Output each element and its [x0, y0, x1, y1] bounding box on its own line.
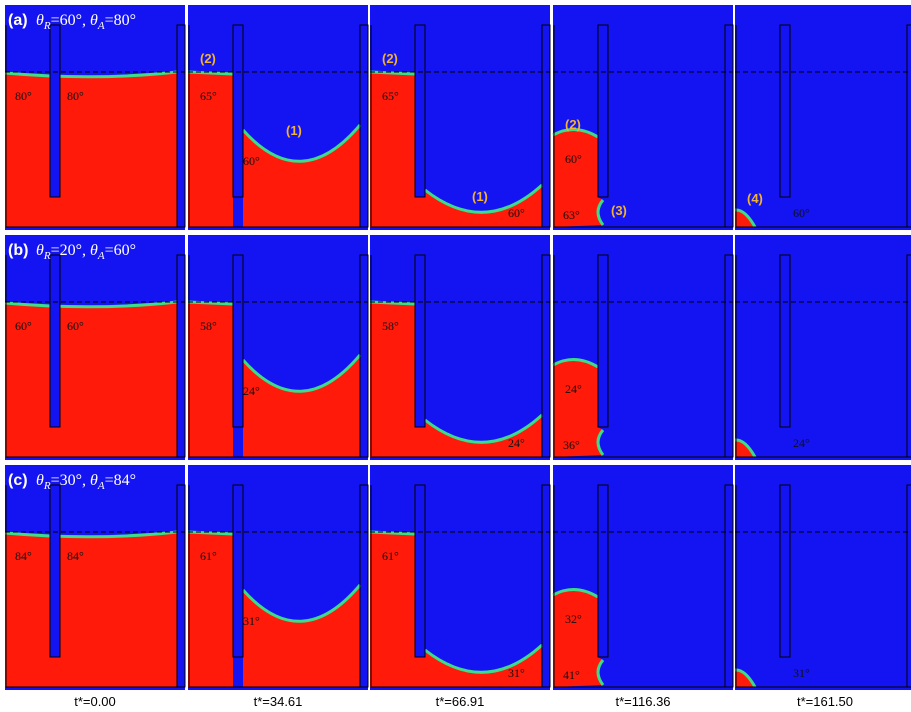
row-label: (c) [8, 472, 28, 489]
panel: 31° [735, 465, 911, 690]
panel: 61° 31° [188, 465, 368, 690]
panel: 84° 84° [5, 465, 185, 690]
angle-label: 58° [200, 319, 217, 333]
symbol: θ [90, 472, 98, 489]
value: =60° [105, 242, 136, 259]
panel: 60° 63° (2) (3) [553, 5, 733, 230]
angle-label: 41° [563, 668, 580, 682]
row-label: (a) [8, 12, 28, 29]
time-label: t*=161.50 [797, 694, 853, 709]
region-marker: (3) [611, 203, 627, 218]
value: =20°, [51, 242, 90, 259]
angle-label: 60° [565, 152, 582, 166]
angle-label: 80° [67, 89, 84, 103]
angle-label: 65° [200, 89, 217, 103]
plate [233, 485, 243, 657]
panel: 65° 60° (2) (1) [188, 5, 368, 230]
plate [50, 485, 60, 657]
angle-label: 63° [563, 208, 580, 222]
plate [780, 485, 790, 657]
angle-label: 80° [15, 89, 32, 103]
region-marker: (2) [200, 51, 216, 66]
interface [370, 532, 415, 534]
angle-label: 24° [508, 436, 525, 450]
panel: 32° 41° [553, 465, 733, 690]
region-marker: (4) [747, 191, 763, 206]
angle-label: 60° [793, 206, 810, 220]
region-marker: (1) [286, 123, 302, 138]
angle-label: 60° [243, 154, 260, 168]
angle-label: 60° [15, 319, 32, 333]
panel: 60° (4) [735, 5, 911, 230]
region-marker: (2) [565, 117, 581, 132]
angle-label: 65° [382, 89, 399, 103]
symbol: θ [90, 12, 98, 29]
angle-label: 31° [508, 666, 525, 680]
panel: 80° 80° [5, 5, 185, 230]
plate [233, 255, 243, 427]
region-marker: (2) [382, 51, 398, 66]
figure: 80° 80° 65° 60° (2) (1) 65° 60° (2) (1) 60° 63° (2) (… [0, 0, 911, 712]
angle-label: 31° [793, 666, 810, 680]
value: =80° [105, 12, 136, 29]
symbol: θ [90, 242, 98, 259]
plate [233, 25, 243, 197]
angle-label: 60° [67, 319, 84, 333]
angle-label: 24° [565, 382, 582, 396]
panel: 24° [735, 235, 911, 460]
plate [415, 255, 425, 427]
plate [598, 25, 608, 197]
panel: 24° 36° [553, 235, 733, 460]
symbol: θ [36, 472, 44, 489]
row-label: (b) [8, 242, 28, 259]
panel: 65° 60° (2) (1) [370, 5, 550, 230]
interface [370, 72, 415, 74]
angle-label: 24° [243, 384, 260, 398]
plate [415, 485, 425, 657]
angle-label: 58° [382, 319, 399, 333]
plate [598, 255, 608, 427]
background [735, 235, 911, 460]
angle-label: 36° [563, 438, 580, 452]
angle-label: 61° [382, 549, 399, 563]
angle-label: 84° [15, 549, 32, 563]
panel: 61° 31° [370, 465, 550, 690]
interface [188, 532, 233, 534]
plate [780, 255, 790, 427]
plate [415, 25, 425, 197]
interface [188, 302, 233, 304]
angle-label: 24° [793, 436, 810, 450]
panel: 58° 24° [188, 235, 368, 460]
angle-label: 61° [200, 549, 217, 563]
time-label: t*=116.36 [615, 694, 670, 709]
angle-label: 31° [243, 614, 260, 628]
region-marker: (1) [472, 189, 488, 204]
symbol: θ [36, 242, 44, 259]
plate [50, 25, 60, 197]
panel: 58° 24° [370, 235, 550, 460]
symbol: θ [36, 12, 44, 29]
value: =30°, [51, 472, 90, 489]
plate [598, 485, 608, 657]
interface [188, 72, 233, 74]
value: =84° [105, 472, 136, 489]
angle-label: 60° [508, 206, 525, 220]
interface [370, 302, 415, 304]
time-label: t*=66.91 [436, 694, 485, 709]
time-label: t*=0.00 [74, 694, 116, 709]
angle-label: 32° [565, 612, 582, 626]
value: =60°, [51, 12, 90, 29]
time-label: t*=34.61 [254, 694, 303, 709]
background [735, 465, 911, 690]
plate [780, 25, 790, 197]
angle-label: 84° [67, 549, 84, 563]
plate [50, 255, 60, 427]
panel: 60° 60° [5, 235, 185, 460]
